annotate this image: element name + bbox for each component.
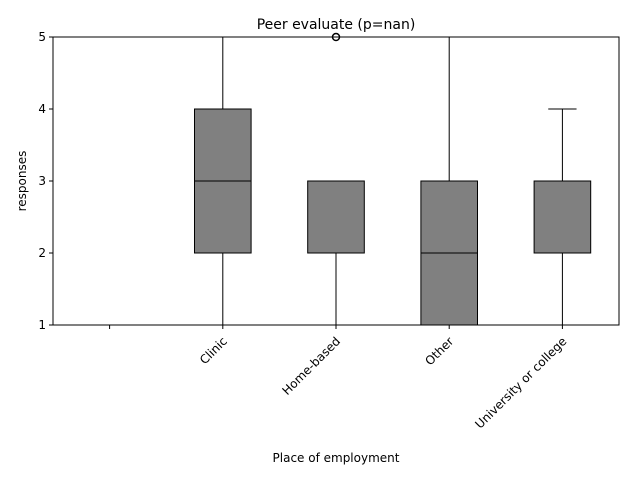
y-tick-label: 5 [38, 30, 46, 44]
box-home-based [307, 32, 365, 326]
x-tick-label: Other [422, 334, 456, 368]
x-tick-label: Home-based [279, 334, 343, 398]
plot-area [194, 32, 592, 326]
iqr-box [533, 180, 592, 254]
y-tick-label: 4 [38, 102, 46, 116]
chart-title: Peer evaluate (p=nan) [257, 17, 416, 33]
box-university-or-college [533, 108, 592, 326]
iqr-box [307, 180, 365, 254]
box-other [420, 36, 478, 326]
y-tick-label: 3 [38, 174, 46, 188]
box-clinic [194, 36, 252, 326]
y-axis-label: responses [15, 151, 29, 212]
x-tick-label: Clinic [197, 334, 230, 367]
x-axis: Clinic Home-based Other University or colle… [109, 325, 570, 431]
y-axis: 1 2 3 4 5 [38, 30, 53, 332]
y-tick-label: 2 [38, 246, 46, 260]
x-tick-label: University or college [472, 334, 569, 431]
y-tick-label: 1 [38, 318, 46, 332]
x-axis-label: Place of employment [273, 451, 400, 465]
